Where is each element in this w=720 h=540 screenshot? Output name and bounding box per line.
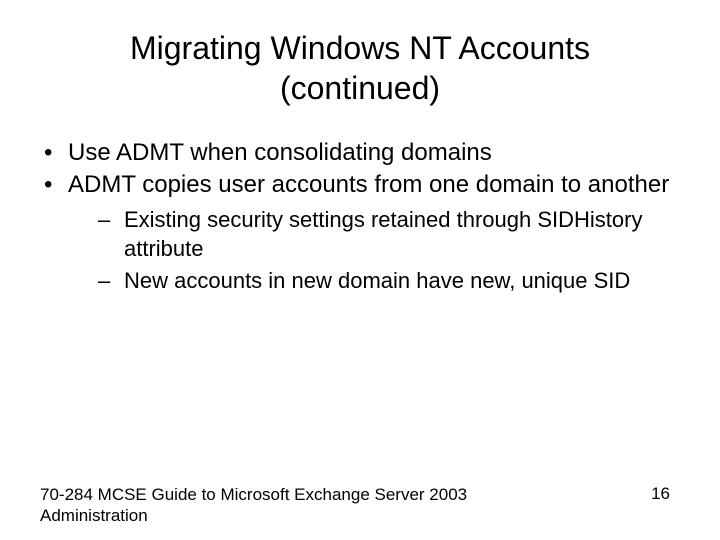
footer-text: 70-284 MCSE Guide to Microsoft Exchange …: [40, 484, 480, 527]
sub-bullet-text: New accounts in new domain have new, uni…: [124, 268, 630, 293]
slide-title: Migrating Windows NT Accounts (continued…: [40, 28, 680, 108]
sub-bullet-list: Existing security settings retained thro…: [68, 206, 680, 296]
title-line-1: Migrating Windows NT Accounts: [130, 30, 590, 66]
sub-bullet-item: Existing security settings retained thro…: [98, 206, 680, 263]
sub-bullet-item: New accounts in new domain have new, uni…: [98, 267, 680, 296]
slide-body: Use ADMT when consolidating domains ADMT…: [40, 138, 680, 296]
slide-footer: 70-284 MCSE Guide to Microsoft Exchange …: [40, 484, 680, 527]
bullet-item: ADMT copies user accounts from one domai…: [40, 170, 680, 296]
bullet-item: Use ADMT when consolidating domains: [40, 138, 680, 168]
title-line-2: (continued): [280, 70, 440, 106]
sub-bullet-text: Existing security settings retained thro…: [124, 207, 642, 261]
bullet-text: Use ADMT when consolidating domains: [68, 139, 492, 166]
bullet-text: ADMT copies user accounts from one domai…: [68, 171, 669, 198]
bullet-list: Use ADMT when consolidating domains ADMT…: [40, 138, 680, 296]
slide: Migrating Windows NT Accounts (continued…: [0, 0, 720, 540]
page-number: 16: [651, 484, 680, 504]
